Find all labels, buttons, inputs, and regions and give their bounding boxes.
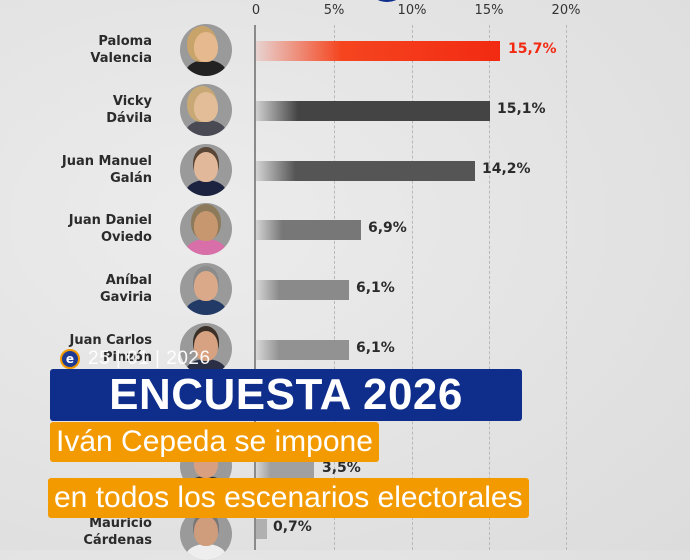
avatar: [180, 203, 232, 255]
value-label: 15,7%: [508, 41, 557, 57]
avatar: [180, 24, 232, 76]
axis-tick-0: 0: [251, 3, 261, 18]
headline-title: ENCUESTA 2026: [109, 370, 463, 419]
bar: [256, 340, 349, 360]
bar: [256, 460, 314, 480]
zero-axis-line: [254, 25, 256, 550]
avatar: [180, 144, 232, 196]
brand-e-icon: e: [60, 349, 80, 369]
bar-row-vicky-davila: Vicky Dávila 15,1%: [0, 81, 690, 141]
candidate-name: Aníbal Gaviria: [99, 273, 152, 305]
value-label: 14,2%: [482, 161, 531, 177]
candidate-name: Juan Carlos Pinzón: [69, 333, 153, 365]
value-label: 6,9%: [368, 220, 407, 236]
bar: [256, 220, 361, 240]
date-stamp: e 25 | 01 | 2026: [60, 347, 211, 371]
value-label: 6,1%: [356, 280, 395, 296]
bar-row-anibal-gaviria: Aníbal Gaviria 6,1%: [0, 260, 690, 320]
subtitle-line-2: en todos los escenarios electorales: [48, 478, 529, 518]
headline-banner: ENCUESTA 2026: [50, 369, 522, 421]
bar: [256, 280, 349, 300]
candidate-name: Juan Manuel Galán: [61, 154, 152, 186]
value-label: 6,1%: [356, 340, 395, 356]
gridline-20: [566, 25, 567, 550]
bar: [256, 519, 267, 539]
candidate-name: Paloma Valencia: [90, 34, 152, 66]
candidate-name: Mauricio Cárdenas: [83, 516, 152, 548]
avatar: [180, 84, 232, 136]
brand-logo-icon: [378, 0, 396, 2]
candidate-name: Vicky Dávila: [106, 94, 152, 126]
axis-tick-5: 5%: [323, 3, 345, 18]
value-label: 15,1%: [497, 101, 546, 117]
axis-tick-10: 10%: [397, 3, 427, 18]
bar: [256, 41, 500, 61]
axis-tick-20: 20%: [551, 3, 581, 18]
value-label: 3,5%: [322, 460, 361, 476]
axis-tick-15: 15%: [474, 3, 504, 18]
candidate-name: Juan Daniel Oviedo: [68, 213, 152, 245]
bar: [256, 161, 475, 181]
bar: [256, 101, 490, 121]
avatar: [180, 263, 232, 315]
gridline-10: [412, 25, 413, 550]
bar-row-paloma-valencia: Paloma Valencia 15,7%: [0, 21, 690, 81]
bar-row-juan-daniel-oviedo: Juan Daniel Oviedo 6,9%: [0, 200, 690, 260]
value-label: 0,7%: [273, 519, 312, 535]
date-text: 25 | 01 | 2026: [88, 348, 211, 369]
bar-row-juan-carlos-pinzon: Juan Carlos Pinzón 6,1%: [0, 320, 690, 380]
bar-row-juan-manuel-galan: Juan Manuel Galán 14,2%: [0, 141, 690, 201]
gridline-15: [489, 25, 490, 550]
subtitle-line-1: Iván Cepeda se impone: [50, 422, 379, 462]
